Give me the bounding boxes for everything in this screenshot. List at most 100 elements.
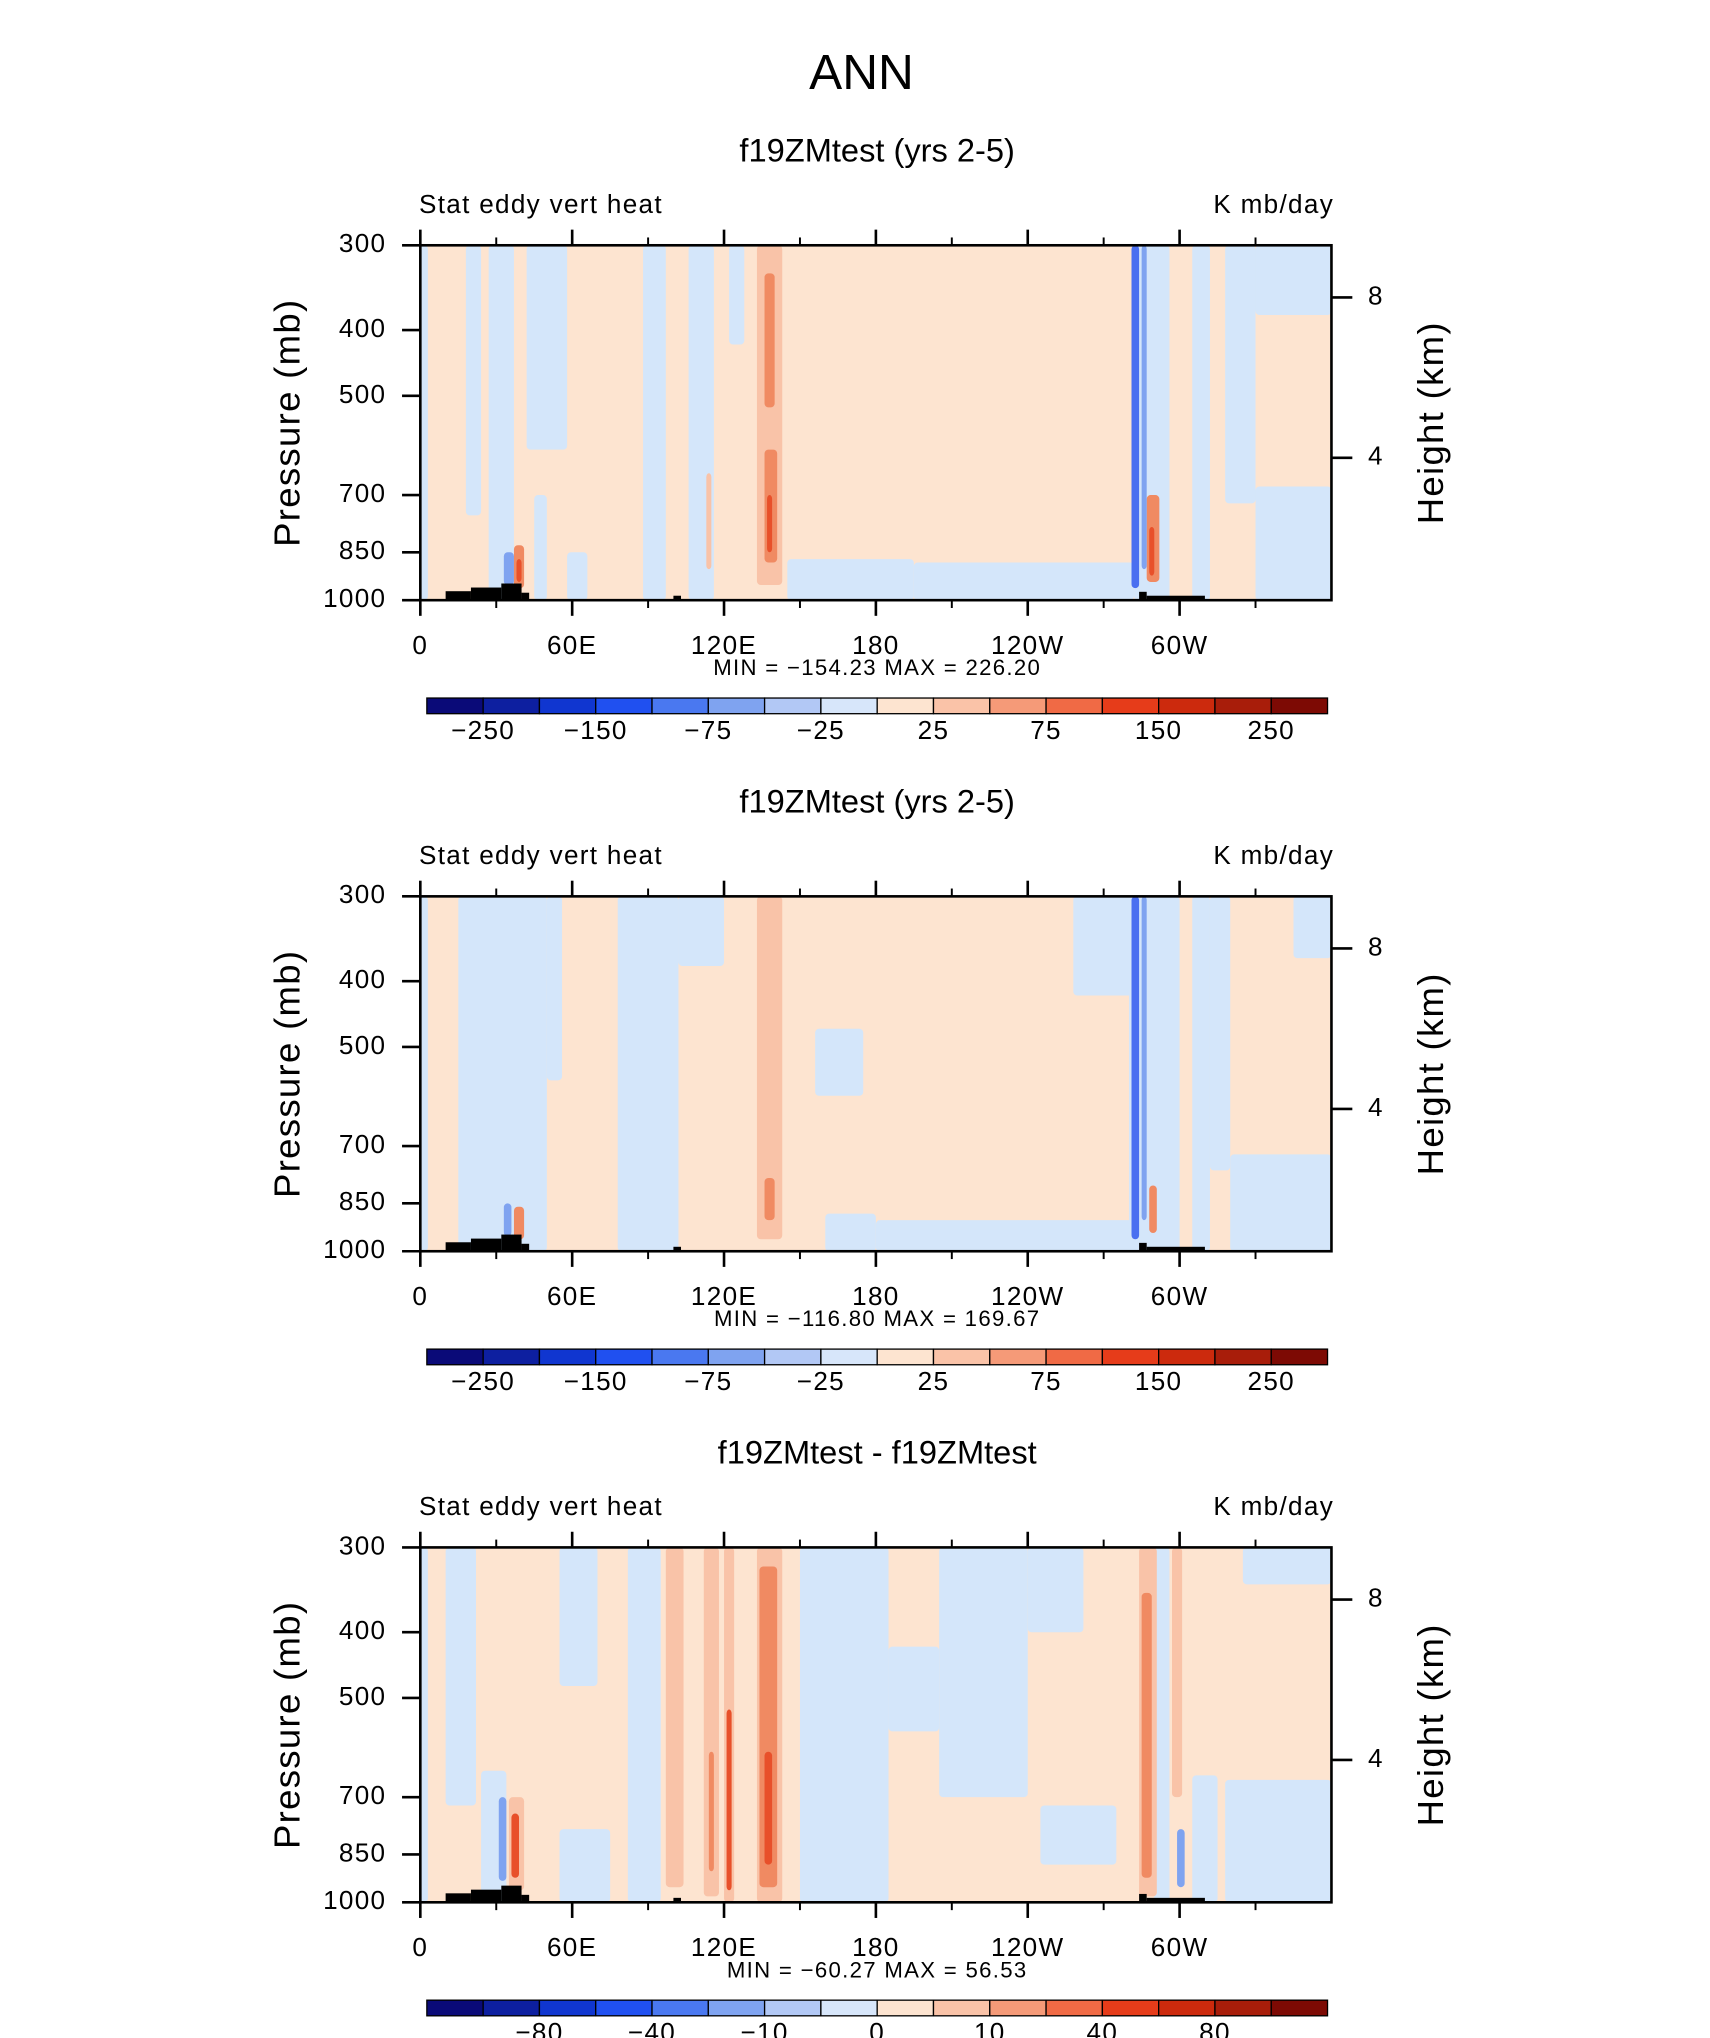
contour-region: [764, 1178, 775, 1221]
topography: [1146, 1246, 1205, 1252]
contour-region: [767, 495, 773, 553]
colorbar-box: [426, 1999, 484, 2017]
topography: [673, 1897, 682, 1903]
x-tick-label: 120E: [691, 1281, 757, 1311]
colorbar-box: [932, 697, 991, 715]
contour-region: [511, 1813, 520, 1878]
y2-tick-label: 4: [1368, 1743, 1384, 1773]
units-label: K mb/day: [1213, 189, 1334, 219]
colorbar-label: −40: [628, 2017, 676, 2038]
colorbar-box: [538, 697, 597, 715]
contour-region: [420, 896, 428, 1252]
contour-region: [1225, 245, 1256, 504]
contour-region: [756, 896, 783, 1240]
x-tick-label: 120W: [991, 1932, 1064, 1962]
colorbar-box: [876, 1999, 935, 2017]
colorbar-label: 75: [1030, 715, 1062, 745]
contour-region: [503, 552, 514, 586]
y-tick-label: 700: [339, 1780, 386, 1810]
topography: [445, 591, 471, 601]
colorbar-box: [1158, 1999, 1216, 2017]
contour-region: [1141, 896, 1147, 1221]
colorbar-box: [763, 697, 822, 715]
colorbar-label: −25: [797, 1366, 845, 1396]
contour-region: [445, 1547, 477, 1806]
contour-region: [1192, 896, 1210, 1252]
colorbar-label: 25: [918, 1366, 950, 1396]
contour-region: [875, 1220, 1135, 1252]
contour-region: [1131, 896, 1140, 1240]
colorbar-label: −75: [684, 1366, 732, 1396]
contour-region: [1073, 896, 1135, 996]
colorbar-box: [1270, 1348, 1329, 1366]
contour-region: [559, 1547, 598, 1686]
contour-region: [1255, 486, 1332, 601]
contour-region: [503, 1203, 512, 1237]
colorbar-box: [1045, 1348, 1104, 1366]
panel: f19ZMtest (yrs 2-5) Stat eddy vert heat K …: [266, 131, 1450, 745]
contour-region: [458, 896, 547, 1252]
colorbar-label: 80: [1199, 2017, 1231, 2038]
colorbar-box: [707, 697, 766, 715]
colorbar-label: −250: [451, 1366, 515, 1396]
contour-region: [1172, 1547, 1183, 1798]
y-tick-label: 700: [339, 478, 386, 508]
y-axis-label: Pressure (mb): [266, 299, 307, 547]
colorbar-box: [763, 1348, 822, 1366]
contour-region: [1192, 245, 1210, 601]
y2-tick-label: 8: [1368, 931, 1384, 961]
contour-region: [1209, 896, 1231, 1171]
contour-region: [1177, 1829, 1185, 1888]
colorbar-box: [1045, 697, 1104, 715]
panel: f19ZMtest - f19ZMtest Stat eddy vert heat…: [266, 1433, 1450, 2038]
contour-region: [465, 245, 482, 516]
contour-region: [627, 1547, 661, 1903]
x-tick-label: 120E: [691, 1932, 757, 1962]
y-tick-label: 700: [339, 1129, 386, 1159]
contour-region: [665, 1547, 684, 1888]
colorbar-box: [426, 697, 484, 715]
topography: [1146, 595, 1205, 601]
x-tick-label: 60W: [1151, 1281, 1209, 1311]
topography: [445, 1242, 471, 1252]
contour-region: [1141, 245, 1147, 570]
contour-region: [567, 552, 588, 601]
colorbar-box: [932, 1999, 991, 2017]
field-background: [420, 245, 1332, 601]
contour-region: [546, 896, 563, 1081]
y2-tick-label: 8: [1368, 1582, 1384, 1612]
min-max: MIN = −60.27 MAX = 56.53: [727, 1957, 1028, 1982]
contour-region: [643, 245, 666, 601]
colorbar-box: [482, 1999, 541, 2017]
contour-region: [764, 273, 775, 408]
y-tick-label: 1000: [323, 1885, 386, 1915]
y-tick-label: 850: [339, 535, 386, 565]
contour-region: [1192, 1775, 1218, 1903]
contour-region: [913, 562, 1135, 601]
contour-region: [764, 1751, 773, 1865]
topography: [521, 592, 530, 601]
units-label: K mb/day: [1213, 840, 1334, 870]
colorbar-box: [595, 1348, 653, 1366]
colorbar-box: [482, 697, 541, 715]
topography: [501, 583, 522, 601]
min-max: MIN = −154.23 MAX = 226.20: [713, 655, 1041, 680]
colorbar-label: 150: [1135, 1366, 1182, 1396]
colorbar-label: −150: [564, 1366, 628, 1396]
contour-region: [787, 559, 914, 601]
contour-region: [708, 1751, 714, 1872]
y-tick-label: 500: [339, 1030, 386, 1060]
colorbar-label: −150: [564, 715, 628, 745]
colorbar-box: [538, 1348, 597, 1366]
colorbar-box: [1214, 697, 1272, 715]
colorbar-box: [1158, 1348, 1216, 1366]
colorbar-box: [820, 1348, 878, 1366]
colorbar-box: [989, 697, 1047, 715]
contour-region: [1230, 1154, 1332, 1252]
colorbar-box: [820, 1999, 878, 2017]
contour-region: [1149, 526, 1155, 576]
y-tick-label: 1000: [323, 583, 386, 613]
contour-region: [726, 1709, 732, 1891]
contour-region: [1242, 1547, 1332, 1585]
y-tick-label: 300: [339, 1530, 386, 1560]
